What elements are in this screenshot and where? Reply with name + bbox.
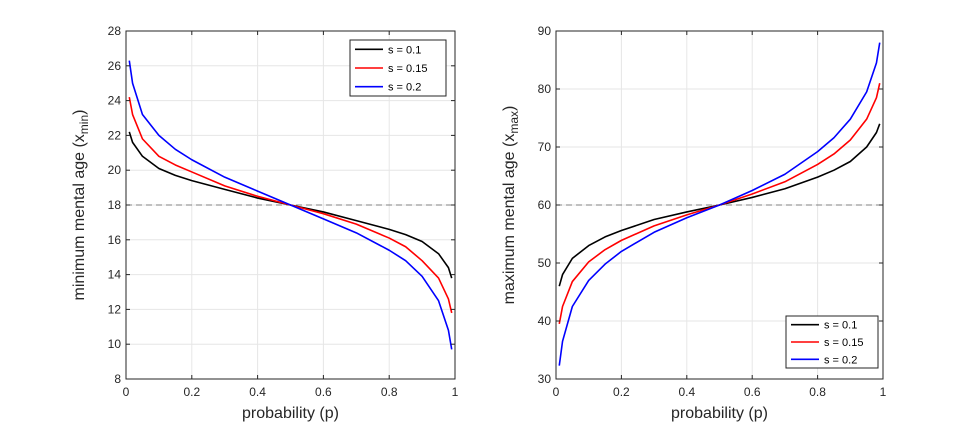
x-tick-label: 0.6	[744, 385, 761, 399]
y-tick-label: 16	[108, 233, 122, 247]
x-axis-label: probability (p)	[242, 405, 339, 422]
legend-label-2: s = 0.15	[388, 63, 427, 75]
y-tick-label: 24	[108, 94, 122, 108]
y-tick-label: 12	[108, 302, 122, 316]
x-tick-label: 0.8	[381, 385, 398, 399]
y-tick-label: 20	[108, 163, 122, 177]
x-tick-label: 0.8	[809, 385, 826, 399]
y-tick-label: 60	[538, 198, 552, 212]
y-tick-label: 26	[108, 59, 122, 73]
legend: s = 0.1 s = 0.15 s = 0.2	[349, 39, 447, 97]
y-tick-label: 80	[538, 82, 552, 96]
y-tick-label: 22	[108, 128, 122, 142]
y-axis-label-close: )	[501, 106, 518, 111]
series-line-3	[128, 60, 453, 350]
chart-maximum-mental-age: 0 0.2 0.4 0.6 0.8 1 30 40 50 60 70 80 90 probability …	[501, 24, 887, 422]
legend-label-3: s = 0.2	[388, 82, 421, 94]
y-axis-label-subscript: min	[77, 115, 91, 134]
y-axis-label: maximum mental age (xmax)	[501, 106, 521, 305]
legend-label-2: s = 0.15	[824, 337, 863, 349]
x-tick-label: 0.2	[613, 385, 630, 399]
x-tick-label: 0.4	[678, 385, 695, 399]
x-tick-label: 0	[123, 385, 130, 399]
y-tick-label: 14	[108, 268, 122, 282]
legend-label-1: s = 0.1	[824, 320, 857, 332]
legend-label-1: s = 0.1	[388, 44, 421, 56]
series-line-3	[558, 42, 881, 366]
x-tick-label: 1	[880, 385, 887, 399]
y-tick-label: 70	[538, 140, 552, 154]
y-axis-label-base: minimum mental age (x	[71, 134, 88, 300]
y-tick-label: 30	[538, 372, 552, 386]
y-tick-label: 40	[538, 314, 552, 328]
x-tick-label: 0	[553, 385, 560, 399]
y-axis-label-subscript: max	[507, 111, 521, 134]
y-tick-label: 28	[108, 24, 122, 38]
y-tick-label: 18	[108, 198, 122, 212]
x-axis-label: probability (p)	[671, 405, 768, 422]
x-tick-label: 0.4	[249, 385, 266, 399]
y-tick-label: 90	[538, 24, 552, 38]
y-axis-label-close: )	[71, 110, 88, 115]
x-tick-label: 0.6	[315, 385, 332, 399]
chart-minimum-mental-age: 0 0.2 0.4 0.6 0.8 1810121416182022242628proba…	[71, 24, 459, 422]
legend-label-3: s = 0.2	[824, 354, 857, 366]
y-axis-label-base: maximum mental age (x	[501, 134, 518, 305]
y-tick-label: 10	[108, 337, 122, 351]
y-tick-label: 8	[114, 372, 121, 386]
y-tick-label: 50	[538, 256, 552, 270]
x-tick-label: 0.2	[183, 385, 200, 399]
legend: s = 0.1 s = 0.15 s = 0.2	[785, 315, 879, 369]
y-axis-label: minimum mental age (xmin)	[71, 110, 91, 301]
x-tick-label: 1	[452, 385, 459, 399]
